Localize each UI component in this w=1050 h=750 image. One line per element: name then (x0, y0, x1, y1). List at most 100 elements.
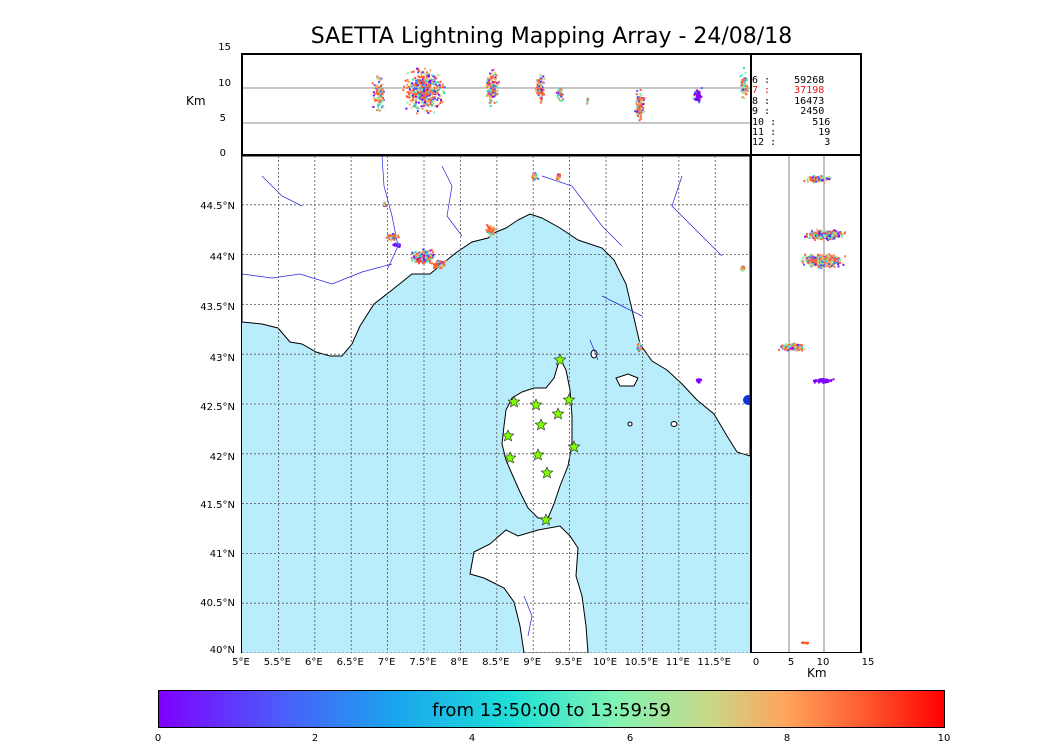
side-axis-tick: 15 (861, 657, 875, 668)
longitude-tick: 10°E (592, 657, 618, 668)
colorbar-tick: 4 (468, 733, 476, 744)
altitude-panel (241, 53, 752, 156)
latitude-tick: 44°N (209, 252, 235, 263)
latitude-tick: 42.5°N (200, 402, 235, 413)
longitude-tick: 6.5°E (336, 657, 364, 668)
island-sardinia (469, 525, 589, 653)
station-marker (551, 407, 565, 420)
side-axis-tick: 5 (787, 657, 795, 668)
station-marker (501, 429, 515, 442)
count-row: 9 : 2450 (752, 106, 825, 117)
longitude-tick: 8.5°E (482, 657, 510, 668)
lightning-cluster (636, 341, 643, 353)
island-corsica (501, 356, 573, 519)
colorbar-tick: 8 (783, 733, 791, 744)
altitude-tick: 10 (218, 78, 231, 89)
latitude-altitude-panel (752, 156, 862, 653)
count-row: 10 : 516 (752, 117, 831, 128)
longitude-tick: 7°E (377, 657, 396, 668)
longitude-tick: 9°E (523, 657, 542, 668)
station-marker (531, 448, 545, 461)
longitude-tick: 10.5°E (624, 657, 659, 668)
colorbar-tick: 6 (626, 733, 634, 744)
altitude-source-cluster (634, 88, 646, 122)
count-row: 11 : 19 (752, 127, 831, 138)
altitude-source-cluster (555, 87, 565, 103)
lma-stations (501, 353, 581, 526)
side-source-cluster (777, 342, 806, 352)
lightning-cluster (740, 265, 746, 272)
chart-title: SAETTA Lightning Mapping Array - 24/08/1… (310, 24, 793, 49)
count-row-highlighted: 7 : 37198 (752, 85, 825, 96)
lightning-cluster (392, 242, 401, 248)
station-marker (562, 393, 576, 406)
altitude-tick: 5 (219, 113, 226, 124)
station-marker (529, 398, 543, 411)
lightning-cluster (386, 232, 401, 242)
graticule (242, 156, 750, 653)
colorbar-tick: 0 (154, 733, 162, 744)
island-elba (615, 373, 639, 387)
longitude-tick: 9.5°E (554, 657, 583, 668)
altitude-tick: 15 (218, 42, 231, 53)
altitude-source-cluster (534, 74, 546, 104)
altitude-axis-label: Km (186, 94, 206, 108)
lightning-cluster (431, 260, 447, 270)
station-marker (503, 451, 517, 464)
station-marker (540, 466, 554, 479)
latitude-tick: 43.5°N (200, 302, 235, 313)
time-colorbar: from 13:50:00 to 13:59:59 (158, 690, 945, 728)
altitude-source-cluster (586, 97, 590, 105)
altitude-tick: 0 (219, 148, 226, 159)
mainland-france-italy (242, 156, 750, 457)
side-source-cluster (803, 175, 832, 184)
island-giglio (670, 421, 678, 427)
station-marker (534, 418, 548, 431)
longitude-tick: 5°E (232, 657, 250, 668)
station-marker (553, 353, 567, 366)
altitude-source-cluster (402, 67, 446, 115)
count-row: 6 : 59268 (752, 75, 825, 86)
latitude-tick: 43°N (209, 353, 235, 364)
count-row: 12 : 3 (752, 137, 831, 148)
altitude-source-cluster (693, 89, 703, 102)
latitude-tick: 40°N (209, 645, 235, 656)
altitude-source-cluster (484, 68, 500, 108)
latitude-tick: 42°N (209, 452, 235, 463)
side-axis-label: Km (807, 666, 827, 680)
longitude-tick: 5.5°E (263, 657, 291, 668)
colorbar-tick: 10 (937, 733, 951, 744)
lightning-cluster (382, 201, 388, 207)
lightning-cluster (531, 172, 540, 181)
station-marker (539, 513, 553, 526)
latitude-tick: 44.5°N (200, 201, 235, 212)
lightning-cluster (743, 395, 750, 405)
lightning-cluster (411, 248, 435, 265)
altitude-count-table: 6 : 59268 7 : 37198 8 : 16473 9 : 2450 1… (752, 53, 862, 156)
lightning-sources (382, 172, 750, 405)
latitude-tick: 40.5°N (200, 598, 235, 609)
side-source-cluster (800, 253, 847, 269)
lightning-cluster (556, 173, 561, 182)
map-panel (241, 156, 752, 653)
lightning-cluster (695, 378, 703, 384)
side-source-cluster (804, 228, 846, 241)
station-marker (507, 395, 521, 408)
colorbar-label: from 13:50:00 to 13:59:59 (432, 700, 671, 721)
longitude-tick: 6°E (304, 657, 323, 668)
longitude-tick: 7.5°E (409, 657, 437, 668)
longitude-tick: 11°E (665, 657, 690, 668)
lightning-cluster (485, 224, 496, 237)
longitude-tick: 8°E (450, 657, 469, 668)
station-marker (567, 440, 581, 453)
colorbar-tick: 2 (311, 733, 319, 744)
latitude-tick: 41°N (209, 549, 235, 560)
side-source-cluster (801, 641, 809, 645)
altitude-source-cluster (371, 75, 385, 112)
latitude-tick: 41.5°N (200, 500, 235, 511)
side-axis-tick: 10 (816, 657, 830, 668)
rivers (242, 156, 723, 637)
longitude-tick: 11.5°E (697, 657, 731, 668)
count-row: 8 : 16473 (752, 96, 825, 107)
side-source-cluster (813, 378, 835, 384)
